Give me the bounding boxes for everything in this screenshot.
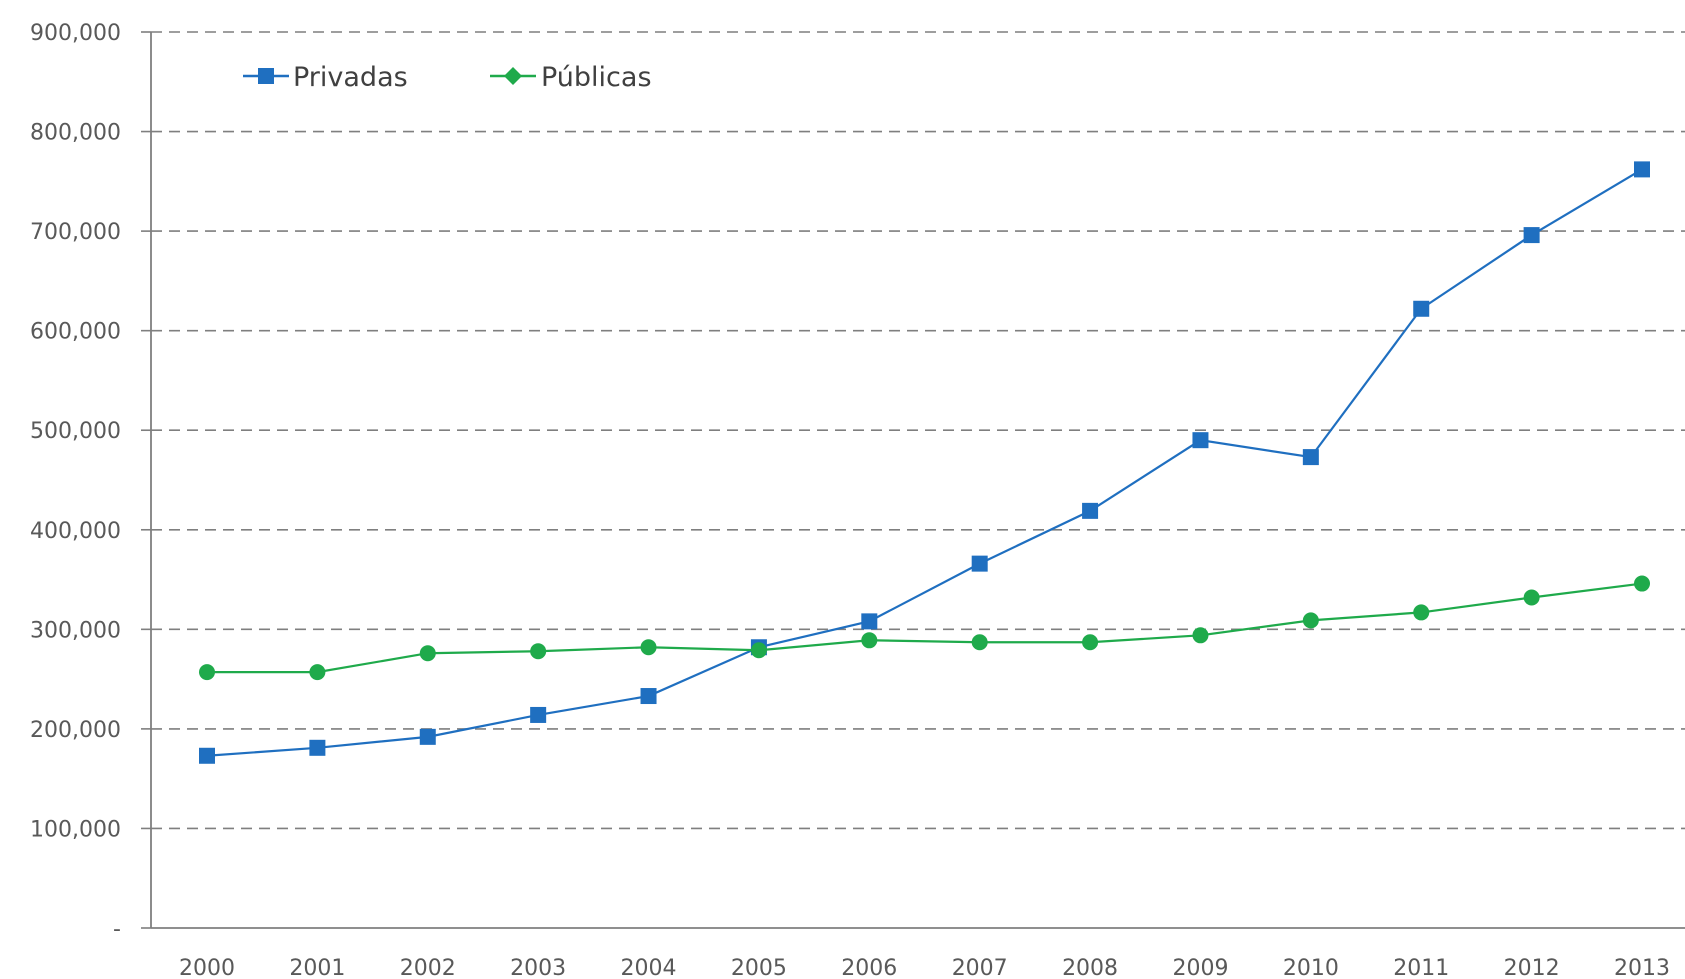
x-tick-label: 2004 (621, 956, 677, 979)
legend-marker-diamond (504, 67, 522, 85)
x-tick-label: 2000 (179, 956, 235, 979)
data-point-square (640, 688, 657, 705)
y-tick-label: 100,000 (30, 817, 121, 842)
series-publicas (199, 575, 1650, 681)
data-point-square (419, 728, 436, 745)
x-tick-label: 2001 (289, 956, 345, 979)
y-axis-tick-labels: - 100,000 200,000 300,000 400,000 500,000 600,… (30, 21, 121, 942)
data-point-square (530, 706, 547, 723)
data-point-marker (861, 632, 878, 649)
data-point-marker (199, 664, 215, 681)
data-point-square (1082, 502, 1099, 519)
series-layer (199, 161, 1650, 764)
x-tick-label: 2003 (510, 956, 566, 979)
data-point-marker (1634, 575, 1650, 592)
y-tick-label: 900,000 (30, 21, 121, 46)
x-tick-label: 2008 (1062, 956, 1118, 979)
series-line (207, 582, 1643, 674)
gridlines (151, 31, 1685, 830)
x-tick-label: 2012 (1504, 956, 1560, 979)
x-tick-label: 2013 (1614, 956, 1670, 979)
x-axis-tick-labels: 2000 2001 2002 2003 2004 2005 2006 2007 2008 2009… (179, 956, 1670, 979)
data-point-square (1413, 300, 1430, 317)
series-line (206, 168, 1643, 757)
y-tick-label: 400,000 (30, 519, 121, 544)
y-tick-label: 300,000 (30, 618, 121, 643)
data-point-square (199, 747, 215, 764)
x-tick-label: 2007 (952, 956, 1008, 979)
data-point-marker (530, 643, 547, 660)
data-point-square (1523, 227, 1540, 244)
y-tick-label: 600,000 (30, 320, 121, 345)
y-tick-label: 500,000 (30, 419, 121, 444)
data-point-marker (1413, 604, 1430, 621)
legend-label: Privadas (293, 62, 408, 93)
data-point-marker (640, 639, 657, 656)
data-point-square (861, 613, 878, 630)
x-tick-label: 2005 (731, 956, 787, 979)
x-tick-label: 2010 (1283, 956, 1339, 979)
y-tick-label: 700,000 (30, 220, 121, 245)
legend-item: Públicas (490, 62, 652, 93)
data-point-square (1302, 449, 1319, 466)
data-point-marker (1523, 589, 1540, 606)
data-point-square (971, 555, 988, 572)
data-point-square (1634, 161, 1650, 178)
legend: Privadas Públicas (243, 62, 652, 93)
x-tick-label: 2006 (841, 956, 897, 979)
y-tick-label: - (113, 917, 121, 942)
data-point-marker (971, 634, 988, 651)
data-point-marker (1192, 627, 1209, 644)
legend-marker-square (258, 68, 274, 84)
data-point-marker (1302, 612, 1319, 629)
legend-label: Públicas (541, 62, 652, 93)
axes (141, 31, 1685, 929)
x-tick-label: 2002 (400, 956, 456, 979)
x-tick-label: 2011 (1393, 956, 1449, 979)
data-point-square (1192, 432, 1209, 449)
data-point-marker (309, 664, 326, 681)
legend-item: Privadas (243, 62, 408, 93)
data-point-marker (419, 645, 436, 662)
series-privadas (199, 161, 1650, 764)
data-point-square (309, 739, 326, 756)
data-point-marker (1082, 634, 1099, 651)
x-tick-label: 2009 (1172, 956, 1228, 979)
y-tick-label: 800,000 (30, 121, 121, 146)
y-tick-label: 200,000 (30, 718, 121, 743)
data-point-marker (750, 642, 767, 659)
